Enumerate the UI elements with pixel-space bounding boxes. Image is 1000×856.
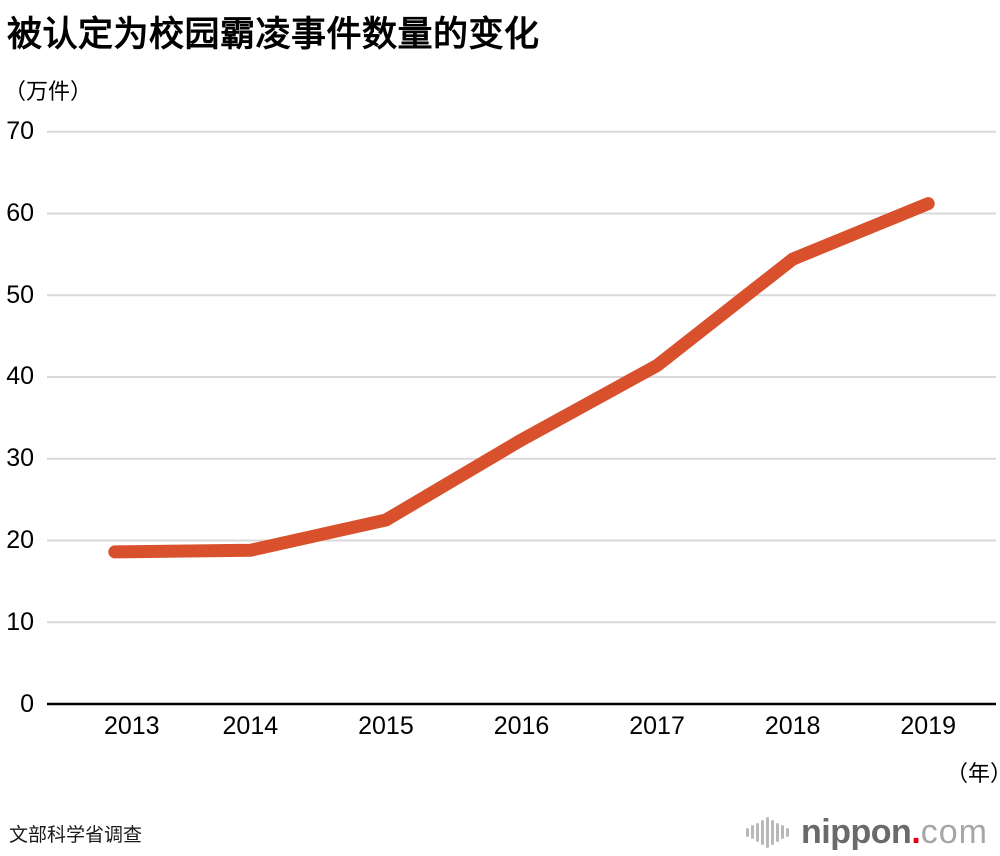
logo-bar: [786, 827, 790, 837]
y-tick-label: 70: [6, 117, 34, 146]
y-axis-unit-label: （万件）: [4, 79, 93, 104]
gridlines: [47, 130, 996, 706]
x-tick-label: 2016: [493, 712, 550, 740]
x-tick-label: 2013: [103, 712, 160, 740]
x-axis-unit-label: （年）: [946, 761, 1000, 786]
nippon-com-logo: nippon . com: [746, 810, 988, 854]
logo-bar: [751, 825, 755, 839]
logo-bar: [746, 827, 750, 837]
y-tick-label: 40: [6, 362, 34, 391]
y-tick-label: 0: [20, 689, 34, 718]
x-tick-label: 2014: [222, 712, 279, 740]
logo-bar: [771, 819, 775, 845]
logo-bar: [776, 822, 780, 842]
y-tick-label: 30: [6, 444, 34, 473]
soundwave-bars-icon: [746, 815, 790, 849]
y-tick-label: 60: [6, 198, 34, 227]
y-tick-label: 50: [6, 280, 34, 309]
source-note: 文部科学省调查: [9, 825, 143, 846]
logo-bar: [766, 816, 770, 848]
logo-red-dot: .: [911, 812, 921, 851]
x-tick-label: 2017: [629, 712, 685, 740]
logo-name-text: nippon: [801, 812, 912, 851]
x-tick-label: 2018: [764, 712, 821, 740]
y-tick-label: 10: [6, 607, 34, 636]
x-tick-label: 2015: [358, 712, 414, 740]
logo-bar: [761, 819, 765, 845]
data-line: [108, 197, 935, 559]
x-tick-label: 2019: [900, 712, 957, 740]
logo-tld-text: com: [920, 812, 988, 851]
y-tick-label: 20: [6, 525, 34, 554]
logo-bar: [781, 825, 785, 839]
logo-bar: [756, 822, 760, 842]
chart-title: 被认定为校园霸凌事件数量的变化: [7, 15, 540, 54]
